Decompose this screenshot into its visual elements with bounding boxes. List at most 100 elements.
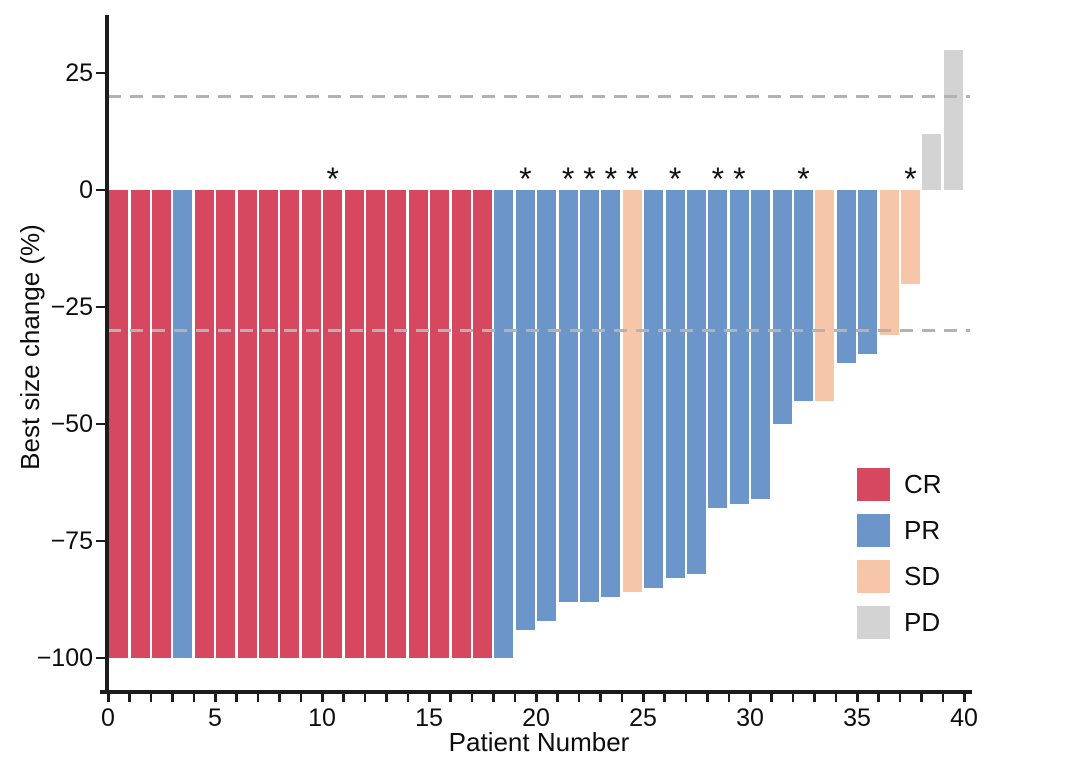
patient-bar: [901, 190, 920, 284]
patient-bar: [216, 190, 236, 658]
x-tick: [149, 693, 153, 702]
y-tick-label: −25: [50, 293, 93, 321]
patient-bar: [366, 190, 385, 658]
x-tick: [192, 693, 196, 702]
x-tick: [535, 693, 538, 702]
patient-bar: [943, 49, 963, 190]
legend-label: CR: [904, 469, 942, 499]
significance-asterisk: *: [583, 161, 596, 197]
x-tick: [620, 693, 624, 702]
x-tick-label: 0: [101, 704, 115, 732]
x-tick-label: 25: [629, 704, 657, 732]
y-axis-line: [105, 15, 109, 693]
significance-asterisk: *: [904, 161, 917, 197]
legend-label: SD: [904, 561, 941, 591]
threshold-line: [108, 94, 970, 98]
x-tick: [449, 693, 452, 702]
significance-asterisk: *: [326, 161, 339, 197]
patient-bar: [580, 190, 599, 602]
legend-label: PR: [904, 515, 941, 545]
x-tick: [385, 693, 388, 702]
significance-asterisk: *: [626, 161, 639, 197]
x-tick: [898, 693, 902, 702]
patient-bar: [194, 190, 214, 658]
x-tick: [492, 693, 495, 702]
x-tick: [278, 693, 281, 702]
patient-bar: [237, 190, 257, 658]
x-axis-line: [100, 690, 972, 694]
x-tick: [406, 693, 410, 702]
x-tick: [856, 693, 859, 702]
legend: CR PR SD PD: [857, 468, 942, 652]
legend-label: PD: [904, 607, 941, 637]
x-tick: [813, 693, 816, 702]
x-tick: [556, 693, 559, 702]
patient-bar: [473, 190, 492, 658]
legend-row-pr: PR: [857, 514, 942, 547]
patient-bar: [558, 190, 578, 602]
significance-asterisk: *: [797, 161, 810, 197]
legend-swatch-pd: [857, 606, 890, 639]
significance-asterisk: *: [519, 161, 532, 197]
x-tick: [941, 693, 945, 702]
patient-bar: [173, 190, 193, 658]
patient-bar: [301, 190, 321, 658]
x-tick: [642, 693, 645, 702]
y-tick-label: −75: [50, 527, 93, 555]
legend-row-sd: SD: [857, 560, 942, 593]
x-tick: [706, 693, 709, 702]
x-tick-label: 30: [736, 704, 764, 732]
patient-bar: [858, 190, 878, 354]
patient-bar: [729, 190, 749, 504]
x-tick: [321, 693, 324, 702]
x-tick-label: 20: [522, 704, 550, 732]
x-tick: [342, 693, 345, 702]
x-tick: [256, 693, 260, 702]
x-tick: [299, 693, 303, 702]
y-tick-label: 25: [65, 59, 93, 87]
x-tick-label: 10: [308, 704, 336, 732]
patient-bar: [515, 190, 535, 630]
y-tick: [96, 188, 105, 192]
patient-bar: [751, 190, 771, 499]
patient-bar: [622, 190, 642, 593]
patient-bar: [794, 190, 813, 401]
y-tick: [96, 422, 105, 426]
patient-bar: [430, 190, 450, 658]
patient-bar: [280, 190, 300, 658]
y-tick-label: 0: [79, 176, 93, 204]
x-tick: [470, 693, 474, 702]
patient-bar: [387, 190, 407, 658]
patient-bar: [879, 190, 899, 336]
patient-bar: [259, 190, 278, 658]
x-tick: [513, 693, 517, 702]
y-tick: [96, 305, 105, 309]
significance-asterisk: *: [733, 161, 746, 197]
patient-bar: [537, 190, 557, 621]
patient-bar: [130, 190, 150, 658]
x-tick: [107, 693, 110, 702]
legend-row-pd: PD: [857, 606, 942, 639]
significance-asterisk: *: [668, 161, 682, 197]
x-tick: [834, 693, 838, 702]
legend-swatch-pr: [857, 514, 890, 547]
x-axis-title: Patient Number: [448, 727, 630, 757]
x-tick: [363, 693, 367, 702]
y-tick: [96, 539, 105, 543]
patient-bar: [644, 190, 664, 588]
x-tick: [428, 693, 431, 702]
patient-bar: [344, 190, 364, 658]
x-tick: [171, 693, 174, 702]
x-tick: [235, 693, 238, 702]
x-tick: [663, 693, 666, 702]
x-tick-label: 35: [843, 704, 871, 732]
legend-row-cr: CR: [857, 468, 942, 501]
patient-bar: [152, 190, 171, 658]
x-tick: [128, 693, 131, 702]
patient-bar: [323, 190, 343, 658]
legend-swatch-sd: [857, 560, 890, 593]
significance-asterisk: *: [561, 161, 575, 197]
x-tick: [577, 693, 581, 702]
x-tick: [770, 693, 773, 702]
